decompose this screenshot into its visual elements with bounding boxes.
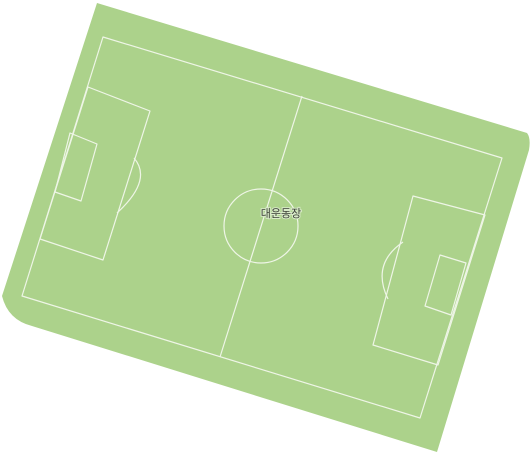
place-label[interactable]: 대운동장 [260, 206, 302, 221]
center-circle [223, 188, 299, 264]
field-area[interactable] [2, 3, 530, 452]
pitch-markings [21, 36, 503, 419]
right-goal-box [424, 254, 467, 316]
halfway-line [219, 95, 303, 358]
left-goal-box [54, 132, 98, 202]
left-penalty-arc [116, 157, 142, 214]
right-penalty-arc [381, 241, 404, 300]
